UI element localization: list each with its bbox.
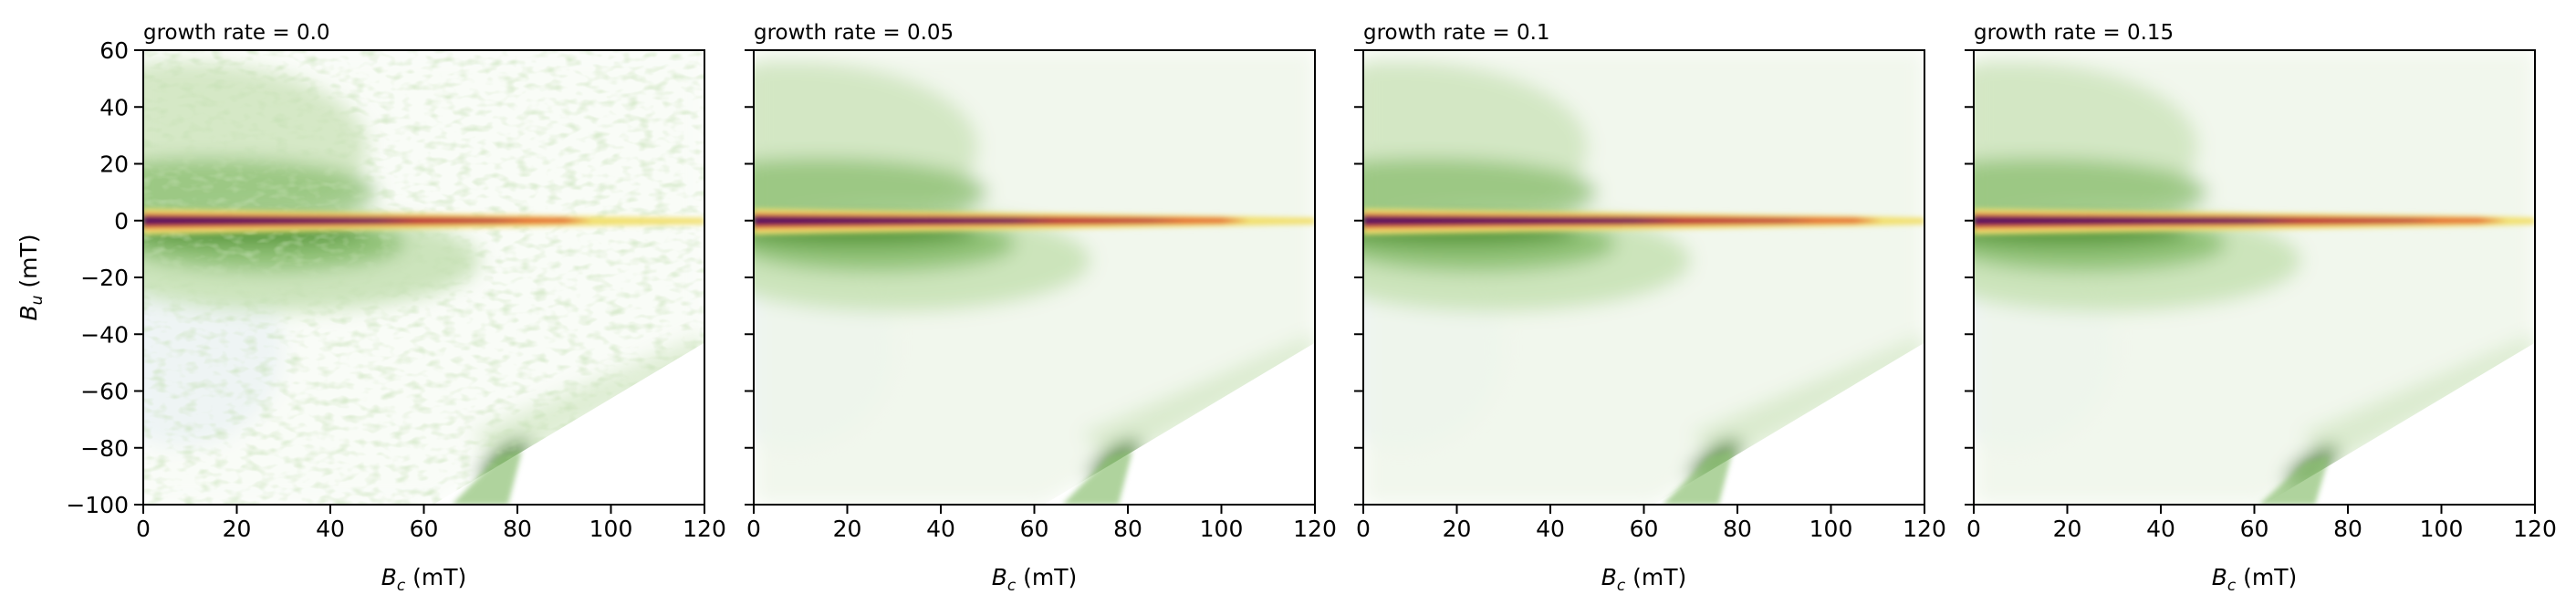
x-tick-label: 0 bbox=[136, 516, 151, 542]
x-tick-label: 20 bbox=[1443, 516, 1472, 542]
x-tick-label: 0 bbox=[1966, 516, 1981, 542]
y-tick-label: 60 bbox=[99, 37, 129, 64]
upper-lobe-core bbox=[754, 158, 988, 226]
x-tick-label: 60 bbox=[1020, 516, 1049, 542]
y-tick-label: −20 bbox=[80, 265, 129, 291]
x-tick-label: 100 bbox=[2420, 516, 2464, 542]
x-tick-label: 100 bbox=[1200, 516, 1244, 542]
x-tick-label: 60 bbox=[410, 516, 439, 542]
x-tick-label: 60 bbox=[1630, 516, 1659, 542]
x-tick-label: 40 bbox=[2146, 516, 2175, 542]
upper-lobe-core bbox=[1363, 158, 1598, 226]
panel-3: 0 20 40 60 80 100 120 growth rate = 0.1 Bc (mT) bbox=[1354, 21, 1946, 595]
x-tick-label: 120 bbox=[1293, 516, 1337, 542]
y-tick-label: −80 bbox=[80, 435, 129, 462]
diagonal-streak bbox=[1080, 334, 1315, 465]
hotspot-edge bbox=[1663, 450, 1733, 505]
x-tick-label: 20 bbox=[2053, 516, 2082, 542]
hotspot-edge bbox=[452, 450, 523, 505]
hotspot-edge bbox=[2258, 456, 2330, 505]
panel-title: growth rate = 0.1 bbox=[1363, 21, 1550, 45]
panel-title: growth rate = 0.05 bbox=[754, 21, 954, 45]
y-tick-label: −40 bbox=[80, 321, 129, 348]
x-tick-label: 40 bbox=[926, 516, 955, 542]
ridge bbox=[1363, 208, 1924, 235]
y-tick-label: −100 bbox=[66, 492, 129, 518]
x-tick-label: 80 bbox=[503, 516, 532, 542]
x-axis-label: Bc (mT) bbox=[381, 564, 467, 595]
y-tick-label: 0 bbox=[114, 208, 129, 235]
y-tick-label: 20 bbox=[99, 151, 129, 178]
x-tick-label: 80 bbox=[2333, 516, 2362, 542]
panel-4: 0 20 40 60 80 100 120 growth rate = 0.15 Bc (mT) bbox=[1965, 21, 2557, 595]
x-tick-label: 0 bbox=[746, 516, 761, 542]
x-axis-label: Bc (mT) bbox=[1601, 564, 1687, 595]
empty-wedge bbox=[2263, 342, 2535, 505]
hotspot-edge bbox=[1062, 450, 1133, 505]
x-tick-label: 60 bbox=[2240, 516, 2269, 542]
x-tick-label: 80 bbox=[1723, 516, 1752, 542]
diagonal-streak bbox=[2300, 334, 2535, 465]
density-field bbox=[754, 50, 1315, 505]
ridge-core bbox=[1974, 216, 2302, 224]
x-tick-label: 100 bbox=[589, 516, 633, 542]
y-axis-label: Bu (mT) bbox=[16, 234, 47, 320]
x-axis-label: Bc (mT) bbox=[992, 564, 1078, 595]
density-field bbox=[143, 50, 704, 505]
y-tick-label: 40 bbox=[99, 94, 129, 120]
diagonal-streak bbox=[1690, 334, 1924, 465]
panel-title: growth rate = 0.15 bbox=[1974, 21, 2174, 45]
x-tick-label: 100 bbox=[1809, 516, 1853, 542]
density-field bbox=[1974, 50, 2535, 505]
x-tick-label: 0 bbox=[1356, 516, 1371, 542]
upper-lobe-core bbox=[1974, 158, 2208, 226]
y-tick-label: −60 bbox=[80, 379, 129, 405]
x-tick-label: 120 bbox=[1903, 516, 1946, 542]
ridge-core bbox=[754, 216, 1059, 224]
x-tick-label: 120 bbox=[2513, 516, 2557, 542]
ridge-core bbox=[143, 216, 417, 224]
x-tick-label: 20 bbox=[833, 516, 862, 542]
ridge bbox=[754, 208, 1315, 235]
x-tick-label: 120 bbox=[683, 516, 726, 542]
ridge bbox=[1974, 208, 2535, 235]
x-tick-label: 20 bbox=[223, 516, 252, 542]
x-tick-label: 40 bbox=[316, 516, 345, 542]
x-tick-label: 40 bbox=[1536, 516, 1565, 542]
density-field bbox=[1363, 50, 1924, 505]
ridge bbox=[143, 208, 704, 235]
panel-title: growth rate = 0.0 bbox=[143, 21, 330, 45]
ridge-core bbox=[1363, 216, 1683, 224]
panel-1: 0 20 40 60 80 100 120 −100 −80 −60 −40 −20 0 20 40 60 gr… bbox=[16, 21, 726, 595]
x-axis-label: Bc (mT) bbox=[2212, 564, 2298, 595]
panel-2: 0 20 40 60 80 100 120 growth rate = 0.05 Bc (mT) bbox=[745, 21, 1337, 595]
x-tick-label: 80 bbox=[1113, 516, 1142, 542]
